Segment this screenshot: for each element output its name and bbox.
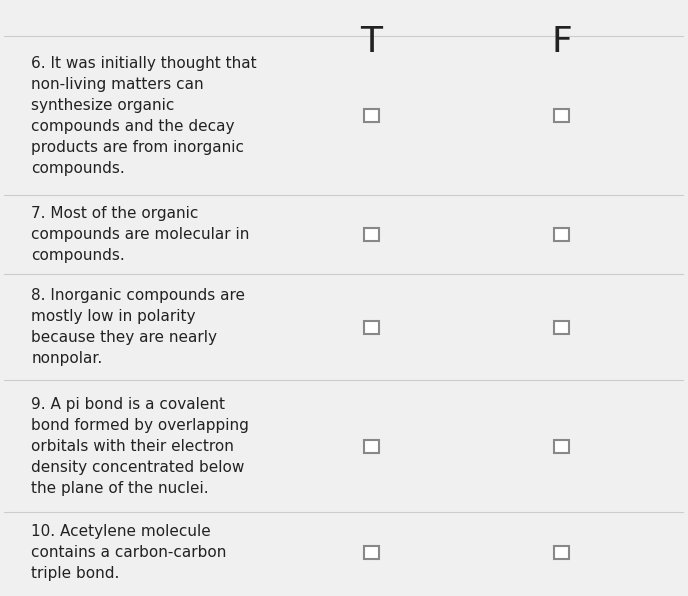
FancyBboxPatch shape xyxy=(364,546,378,558)
FancyBboxPatch shape xyxy=(554,228,569,241)
Text: T: T xyxy=(361,25,383,59)
FancyBboxPatch shape xyxy=(364,321,378,334)
Text: F: F xyxy=(551,25,572,59)
FancyBboxPatch shape xyxy=(364,109,378,122)
Text: 9. A pi bond is a covalent
bond formed by overlapping
orbitals with their electr: 9. A pi bond is a covalent bond formed b… xyxy=(32,397,249,496)
Text: 6. It was initially thought that
non-living matters can
synthesize organic
compo: 6. It was initially thought that non-liv… xyxy=(32,56,257,176)
FancyBboxPatch shape xyxy=(364,440,378,453)
Text: 7. Most of the organic
compounds are molecular in
compounds.: 7. Most of the organic compounds are mol… xyxy=(32,206,250,263)
FancyBboxPatch shape xyxy=(554,109,569,122)
FancyBboxPatch shape xyxy=(554,321,569,334)
Text: 8. Inorganic compounds are
mostly low in polarity
because they are nearly
nonpol: 8. Inorganic compounds are mostly low in… xyxy=(32,288,246,367)
Text: 10. Acetylene molecule
contains a carbon-carbon
triple bond.: 10. Acetylene molecule contains a carbon… xyxy=(32,524,227,581)
FancyBboxPatch shape xyxy=(554,440,569,453)
FancyBboxPatch shape xyxy=(554,546,569,558)
FancyBboxPatch shape xyxy=(364,228,378,241)
